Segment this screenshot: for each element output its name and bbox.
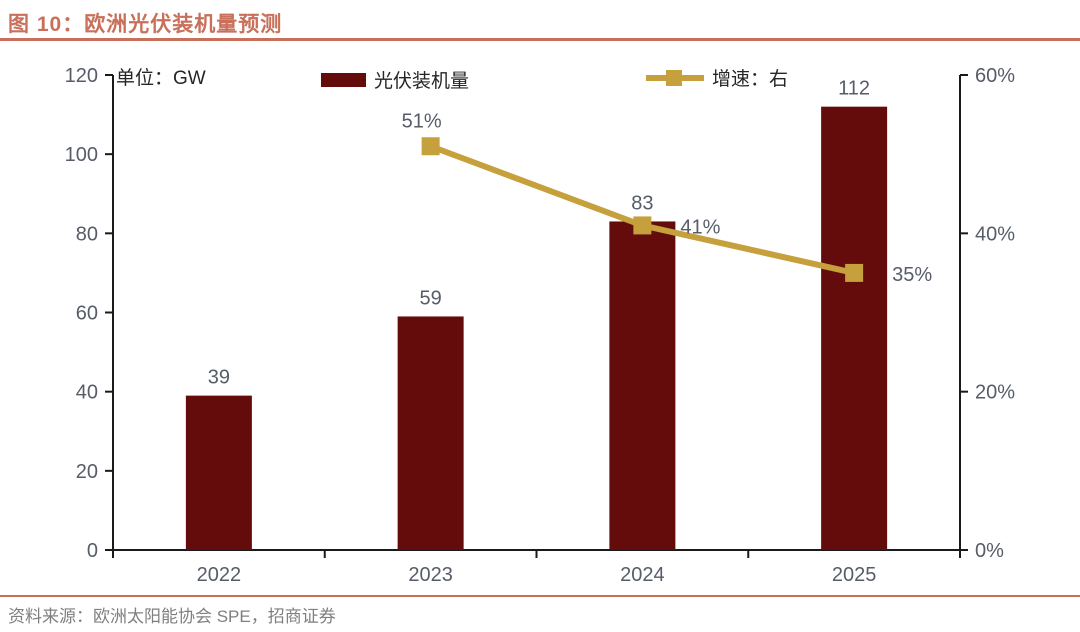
legend-label: 光伏装机量 bbox=[374, 71, 470, 92]
line-marker-2024 bbox=[633, 216, 652, 235]
x-axis-category-label: 2023 bbox=[408, 564, 453, 586]
bar-value-label: 59 bbox=[420, 287, 442, 309]
bar-2024 bbox=[609, 221, 676, 551]
bar-value-label: 112 bbox=[838, 78, 870, 100]
right-axis-tick-label: 60% bbox=[975, 65, 1015, 87]
legend-label: 增速：右 bbox=[712, 69, 789, 90]
right-axis-tick-label: 20% bbox=[975, 382, 1015, 404]
bar-2023 bbox=[397, 316, 464, 550]
right-axis-tick-label: 0% bbox=[975, 540, 1004, 562]
left-axis-tick-label: 20 bbox=[76, 461, 98, 483]
bar-2022 bbox=[185, 395, 252, 550]
bar-value-label: 39 bbox=[208, 367, 230, 389]
line-value-label: 51% bbox=[402, 110, 442, 132]
line-value-label: 35% bbox=[892, 264, 932, 286]
axis-unit-label: 单位：GW bbox=[116, 68, 206, 89]
left-axis-tick-label: 40 bbox=[76, 382, 98, 404]
line-value-label: 41% bbox=[680, 216, 720, 238]
right-axis-tick-label: 40% bbox=[975, 223, 1015, 245]
x-axis-category-label: 2024 bbox=[620, 564, 665, 586]
footer-divider bbox=[0, 595, 1080, 597]
legend-item-growth-rate: 增速：右 bbox=[646, 64, 788, 91]
line-legend-swatch bbox=[646, 69, 704, 87]
line-legend-marker bbox=[666, 69, 682, 86]
left-axis-tick-label: 100 bbox=[65, 144, 98, 166]
left-axis-tick-label: 60 bbox=[76, 303, 98, 325]
x-axis-category-label: 2022 bbox=[197, 564, 242, 586]
left-axis-tick-label: 0 bbox=[87, 540, 98, 562]
line-marker-2025 bbox=[845, 263, 864, 282]
line-marker-2023 bbox=[421, 137, 440, 156]
left-axis-tick-label: 120 bbox=[65, 65, 98, 87]
x-axis-category-label: 2025 bbox=[832, 564, 877, 586]
title-divider bbox=[0, 38, 1080, 41]
bar-legend-swatch bbox=[321, 72, 366, 87]
bar-2025 bbox=[821, 106, 888, 551]
source-attribution: 资料来源：欧洲太阳能协会 SPE，招商证券 bbox=[8, 607, 336, 626]
left-axis-tick-label: 80 bbox=[76, 223, 98, 245]
legend-item-installed-capacity: 光伏装机量 bbox=[321, 66, 469, 93]
figure-title: 图 10：欧洲光伏装机量预测 bbox=[8, 13, 283, 36]
bar-value-label: 83 bbox=[631, 192, 653, 214]
